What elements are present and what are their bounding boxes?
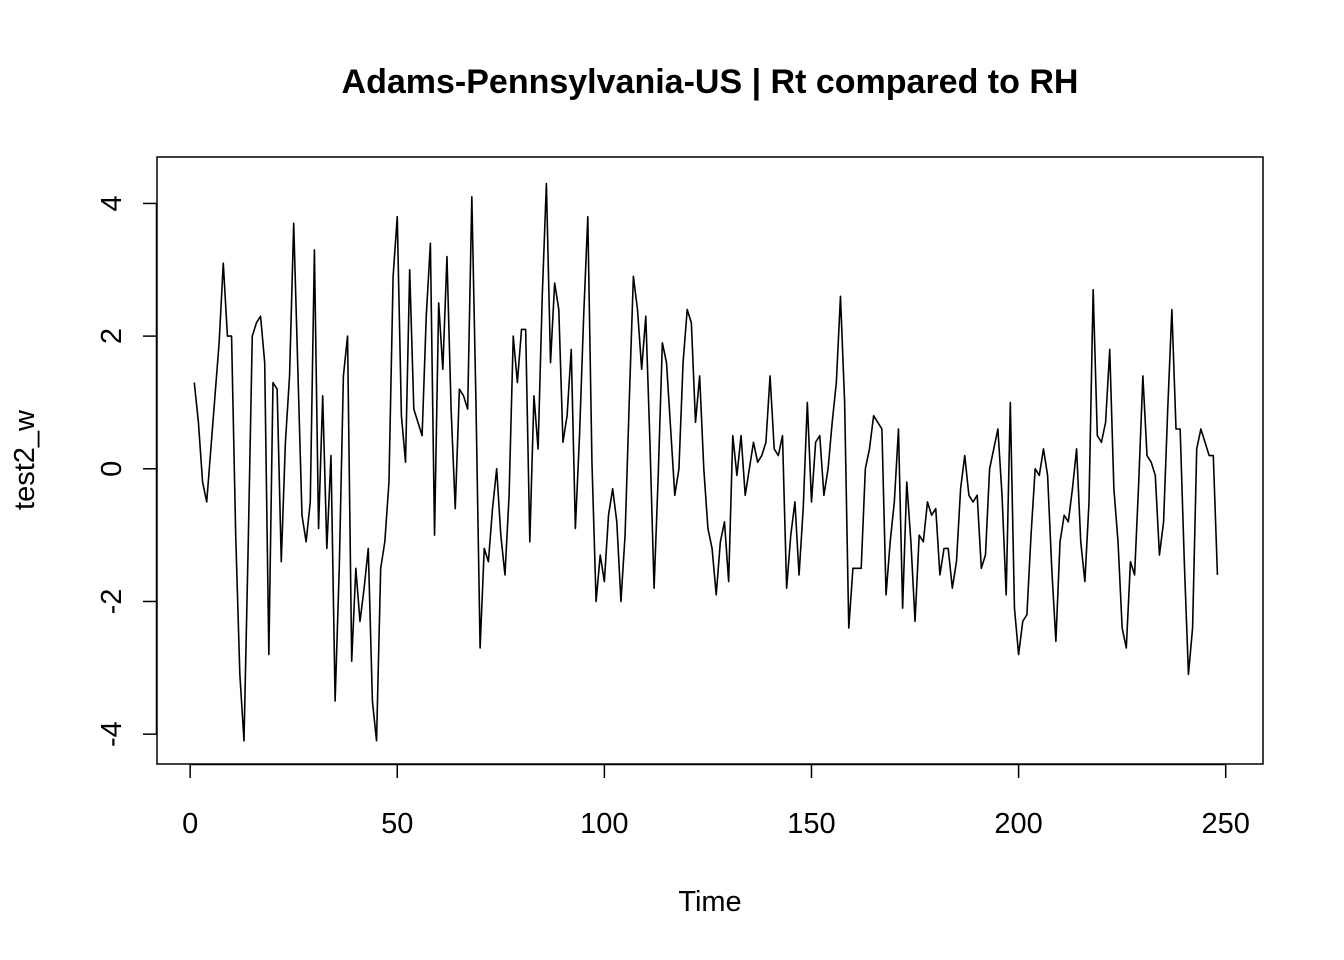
x-axis-label: Time bbox=[678, 886, 741, 918]
chart-title: Adams-Pennsylvania-US | Rt compared to R… bbox=[342, 63, 1079, 101]
series-layer bbox=[193, 182, 1219, 742]
x-tick-label: 250 bbox=[1202, 808, 1250, 840]
x-tick-label: 200 bbox=[994, 808, 1042, 840]
x-tick-label: 150 bbox=[787, 808, 835, 840]
y-tick-label: -4 bbox=[96, 721, 128, 747]
y-tick-label: 0 bbox=[96, 461, 128, 477]
x-axis: 0 50 100 150 200 250 bbox=[182, 763, 1250, 840]
series-line bbox=[193, 182, 1219, 742]
y-axis: -4 -2 0 2 4 bbox=[96, 195, 158, 747]
x-tick-label: 0 bbox=[182, 808, 198, 840]
plot-frame bbox=[156, 156, 1264, 765]
y-tick-label: -2 bbox=[96, 589, 128, 615]
y-tick-label: 2 bbox=[96, 328, 128, 344]
x-tick-label: 100 bbox=[580, 808, 628, 840]
y-tick-label: 4 bbox=[96, 195, 128, 211]
y-axis-label: test2_w bbox=[9, 409, 41, 510]
x-tick-label: 50 bbox=[381, 808, 413, 840]
